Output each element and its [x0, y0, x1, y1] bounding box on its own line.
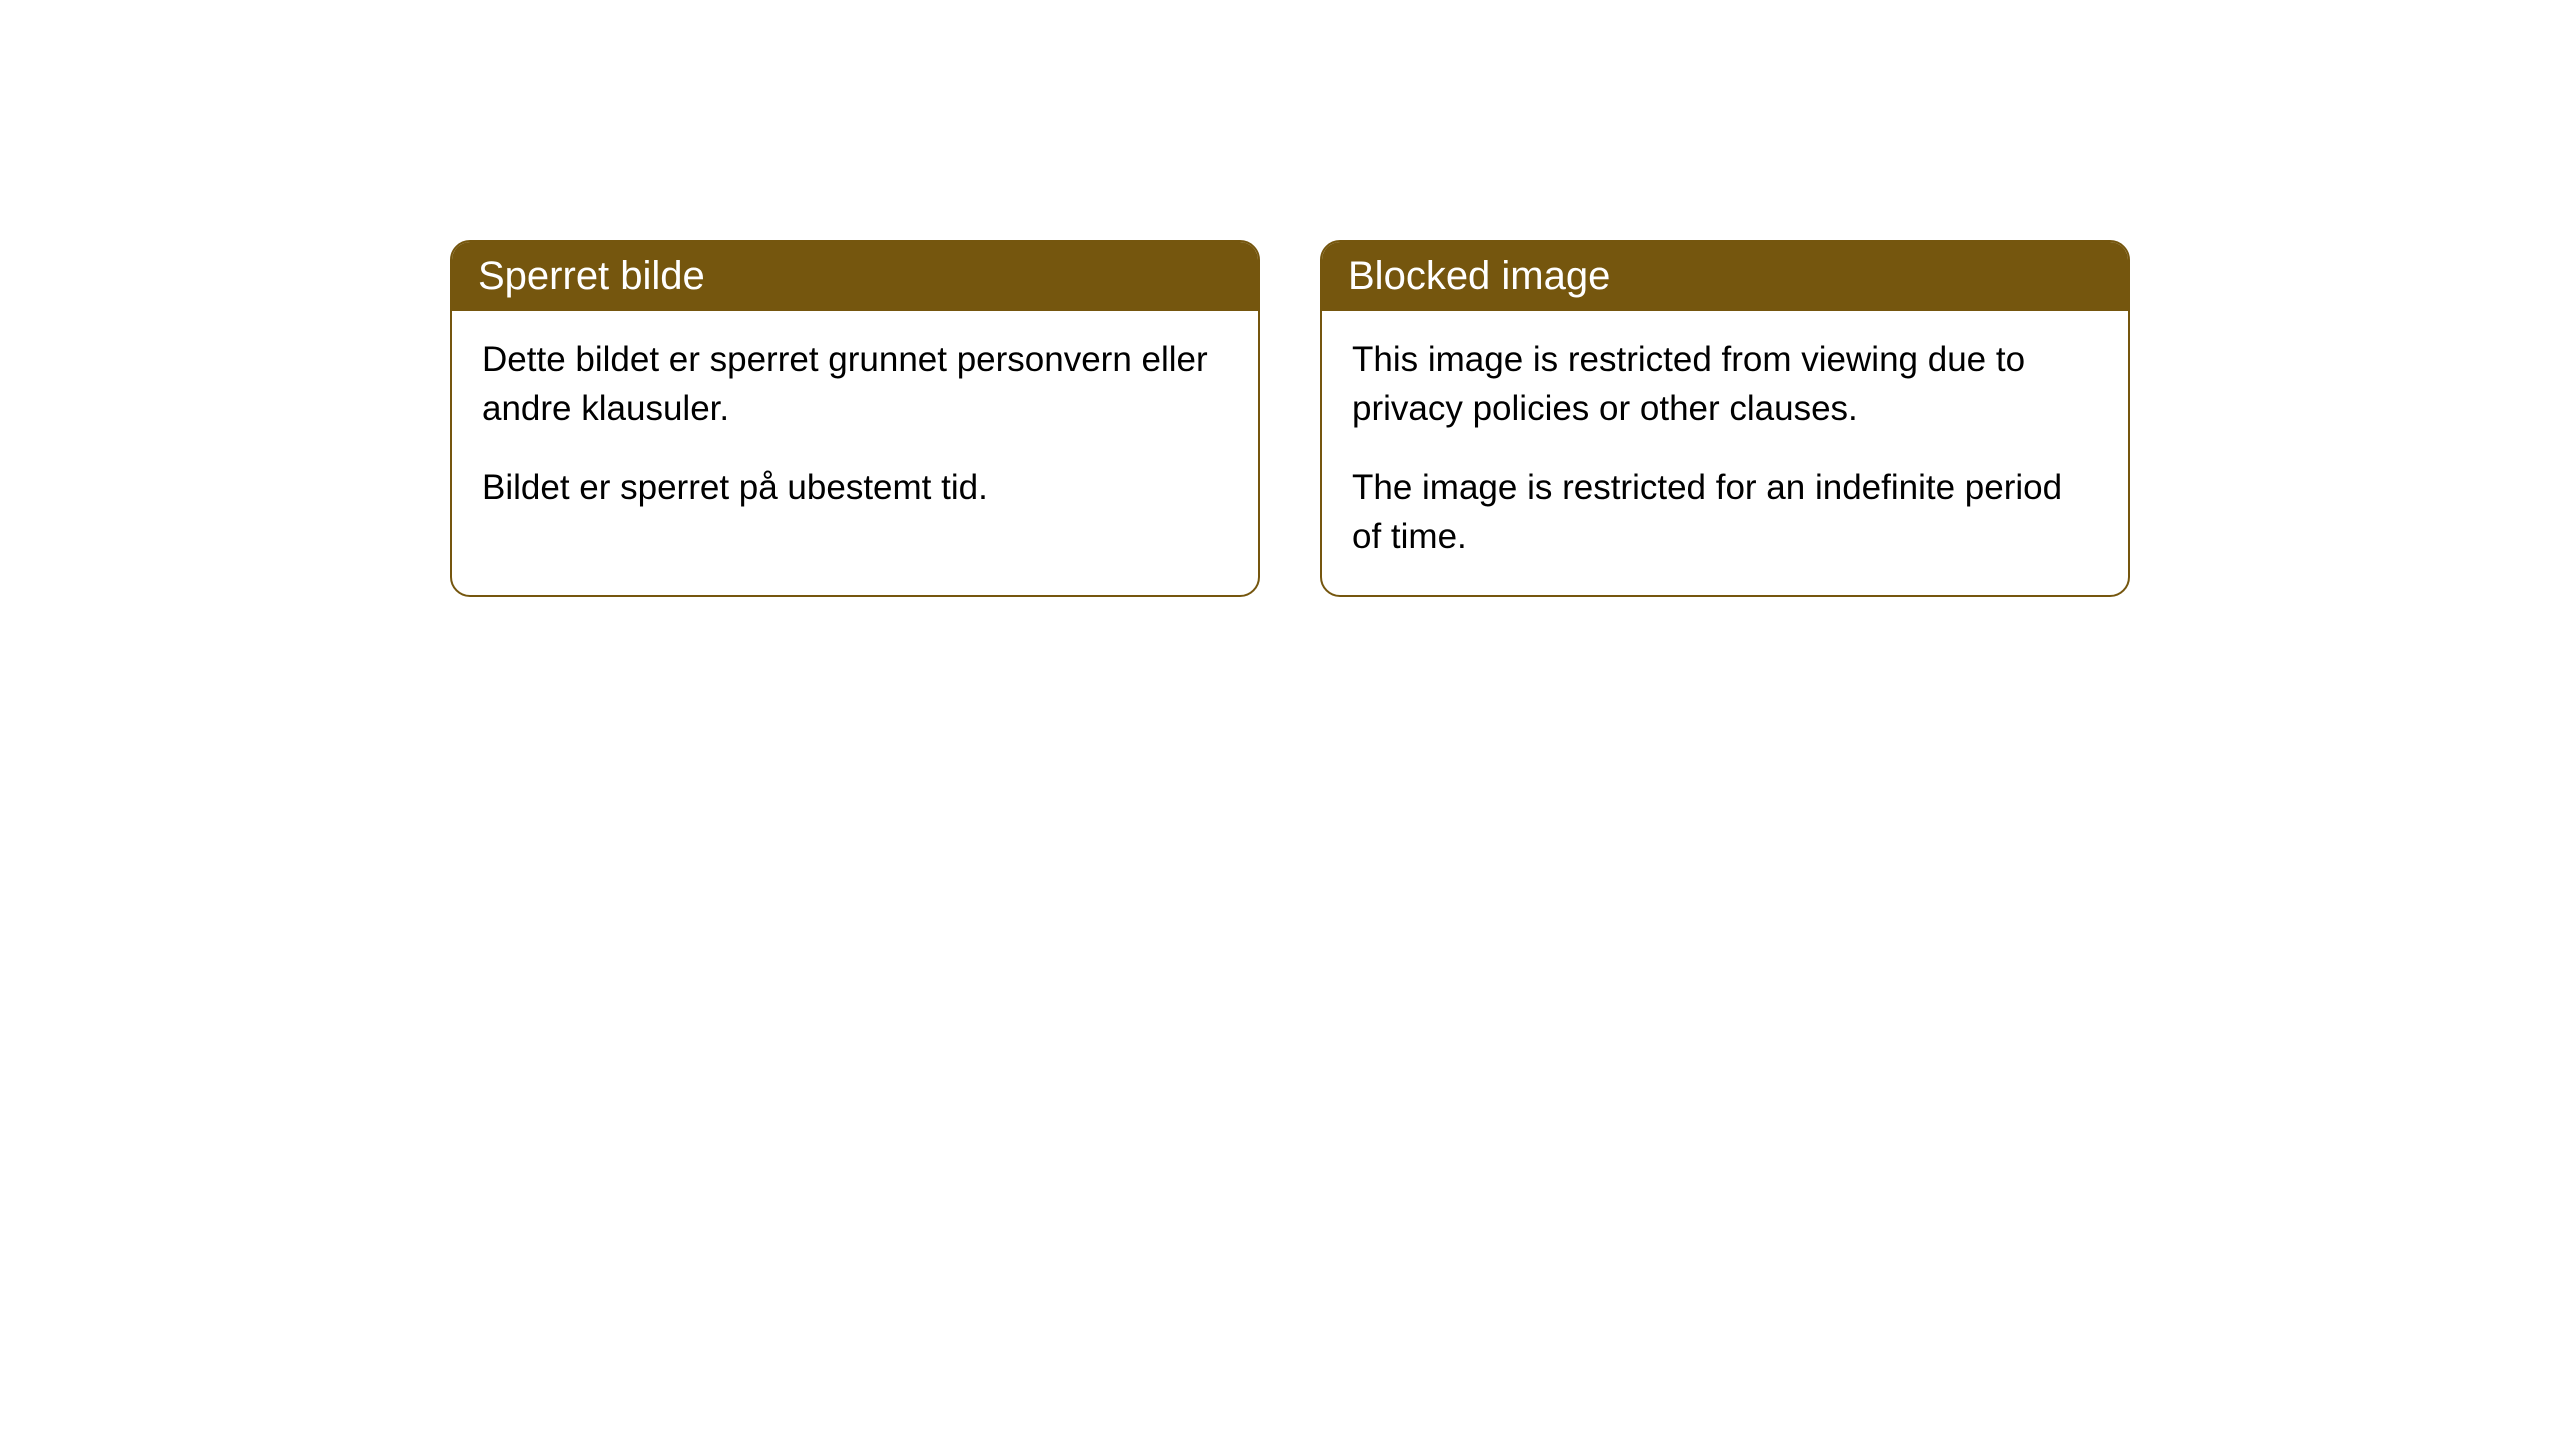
card-paragraph: This image is restricted from viewing du… — [1352, 335, 2098, 433]
notice-cards-container: Sperret bilde Dette bildet er sperret gr… — [450, 240, 2560, 597]
card-body: Dette bildet er sperret grunnet personve… — [452, 311, 1258, 546]
notice-card-norwegian: Sperret bilde Dette bildet er sperret gr… — [450, 240, 1260, 597]
card-header: Sperret bilde — [452, 242, 1258, 311]
card-paragraph: The image is restricted for an indefinit… — [1352, 463, 2098, 561]
card-paragraph: Bildet er sperret på ubestemt tid. — [482, 463, 1228, 512]
card-body: This image is restricted from viewing du… — [1322, 311, 2128, 595]
card-title: Sperret bilde — [478, 254, 705, 298]
card-paragraph: Dette bildet er sperret grunnet personve… — [482, 335, 1228, 433]
card-header: Blocked image — [1322, 242, 2128, 311]
notice-card-english: Blocked image This image is restricted f… — [1320, 240, 2130, 597]
card-title: Blocked image — [1348, 254, 1610, 298]
